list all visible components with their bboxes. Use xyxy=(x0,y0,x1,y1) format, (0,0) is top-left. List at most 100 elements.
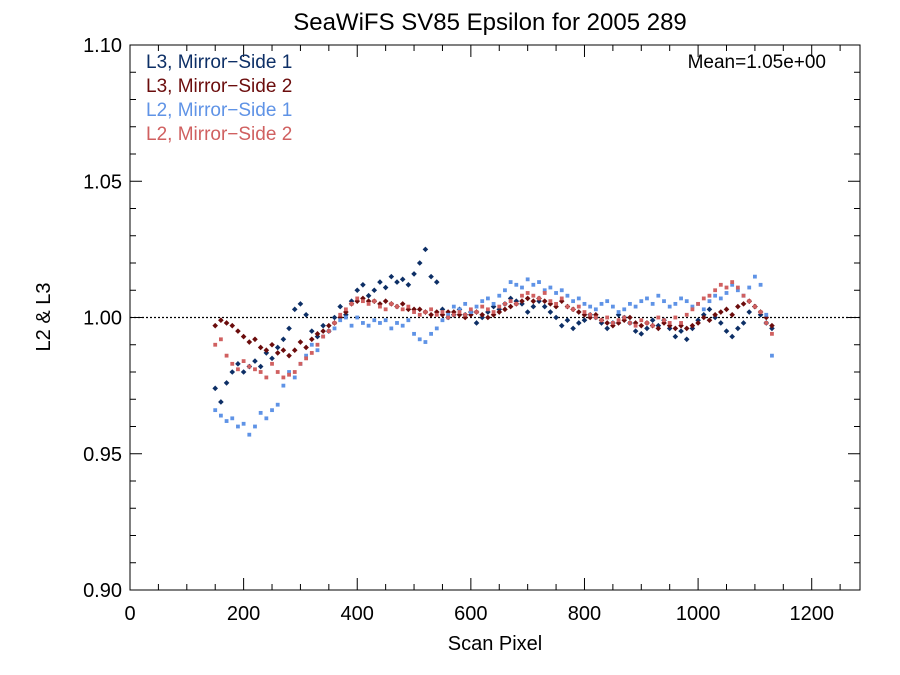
data-point xyxy=(729,311,735,318)
data-point xyxy=(417,312,422,317)
data-point xyxy=(252,358,258,364)
data-point xyxy=(735,325,741,332)
data-point xyxy=(706,306,713,313)
data-point xyxy=(246,339,253,345)
data-point xyxy=(229,369,236,375)
data-point xyxy=(758,310,763,314)
series-3 xyxy=(213,274,774,437)
data-point xyxy=(497,304,502,309)
data-point xyxy=(531,293,536,298)
data-point xyxy=(434,326,439,331)
data-point xyxy=(655,325,662,332)
data-point xyxy=(615,311,622,318)
data-point xyxy=(599,318,604,323)
data-point xyxy=(656,315,661,320)
data-point xyxy=(422,246,429,253)
series-4 xyxy=(213,280,774,380)
data-point xyxy=(497,293,502,298)
data-point xyxy=(524,309,531,315)
data-point xyxy=(270,361,274,366)
data-point xyxy=(684,299,689,304)
data-point xyxy=(554,301,558,306)
data-points xyxy=(212,246,775,437)
data-point xyxy=(457,310,462,314)
data-point xyxy=(730,280,735,284)
data-point xyxy=(627,314,633,321)
data-point xyxy=(405,282,412,288)
data-point xyxy=(218,337,223,342)
data-point xyxy=(628,301,632,306)
data-point xyxy=(735,303,741,310)
data-point xyxy=(559,296,564,301)
data-point xyxy=(707,299,712,304)
data-point xyxy=(485,307,490,312)
data-point xyxy=(257,344,264,351)
y-axis: 0.90 0.95 1.00 1.05 1.10 xyxy=(83,35,860,602)
data-point xyxy=(507,303,514,310)
data-point xyxy=(258,370,263,374)
data-point xyxy=(218,317,224,324)
data-point xyxy=(433,309,440,315)
data-point xyxy=(645,321,649,325)
data-point xyxy=(263,347,270,353)
data-point xyxy=(537,280,541,284)
data-point xyxy=(446,315,451,320)
data-point xyxy=(321,334,326,339)
data-point xyxy=(605,299,610,304)
data-point xyxy=(587,314,593,321)
data-point xyxy=(678,328,684,334)
data-point xyxy=(633,304,638,309)
data-point xyxy=(548,299,553,304)
data-point xyxy=(638,322,645,329)
data-point xyxy=(229,322,236,329)
data-point xyxy=(388,273,395,280)
data-point xyxy=(485,296,490,301)
data-point xyxy=(604,320,610,326)
data-point xyxy=(769,322,775,329)
data-point xyxy=(361,299,365,304)
data-point xyxy=(508,280,513,284)
data-point xyxy=(724,285,729,290)
data-point xyxy=(468,310,473,314)
data-point xyxy=(639,318,644,323)
data-point xyxy=(309,342,314,347)
data-point xyxy=(696,301,700,306)
data-point xyxy=(713,288,718,293)
data-point xyxy=(383,307,388,312)
mean-annotation: Mean=1.05e+00 xyxy=(688,52,826,73)
data-point xyxy=(525,277,530,282)
data-point xyxy=(212,322,219,329)
data-point xyxy=(679,296,683,301)
data-point xyxy=(712,311,718,318)
data-point xyxy=(274,350,281,356)
data-point xyxy=(718,296,723,301)
data-point xyxy=(269,341,275,348)
data-point xyxy=(581,317,588,324)
data-point xyxy=(326,329,331,334)
data-point xyxy=(740,320,747,326)
data-point xyxy=(672,333,679,340)
series-2 xyxy=(212,295,775,359)
data-point xyxy=(706,317,713,324)
data-point xyxy=(520,285,524,290)
data-point xyxy=(764,321,769,325)
data-point xyxy=(389,326,394,331)
data-point xyxy=(213,342,218,347)
data-point xyxy=(514,282,519,287)
data-point xyxy=(378,321,382,325)
data-point xyxy=(355,296,360,301)
data-point xyxy=(724,291,729,295)
data-point xyxy=(753,274,757,279)
data-point xyxy=(377,279,383,285)
data-point xyxy=(537,296,541,301)
data-point xyxy=(349,301,354,306)
x-axis: 0 200 400 600 800 1000 1200 xyxy=(124,45,841,625)
data-point xyxy=(446,312,451,317)
data-point xyxy=(314,331,321,337)
data-point xyxy=(218,399,224,405)
data-point xyxy=(258,410,263,415)
data-point xyxy=(593,307,598,312)
data-point xyxy=(496,309,503,315)
data-point xyxy=(304,353,309,358)
data-point xyxy=(632,328,639,334)
